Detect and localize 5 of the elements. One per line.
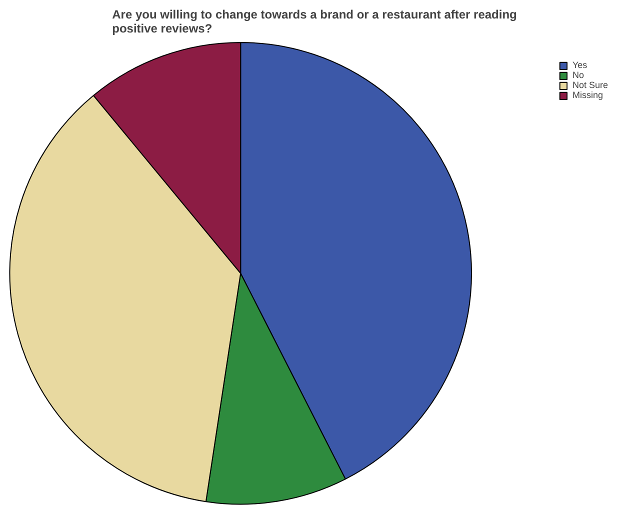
legend-label: Yes (572, 60, 588, 70)
chart-title: Are you willing to change towards a brand or a restaurant after reading positive reviews? (112, 8, 517, 36)
legend-label: Missing (572, 90, 603, 100)
legend-label: Not Sure (572, 80, 608, 90)
legend-label: No (572, 70, 585, 80)
